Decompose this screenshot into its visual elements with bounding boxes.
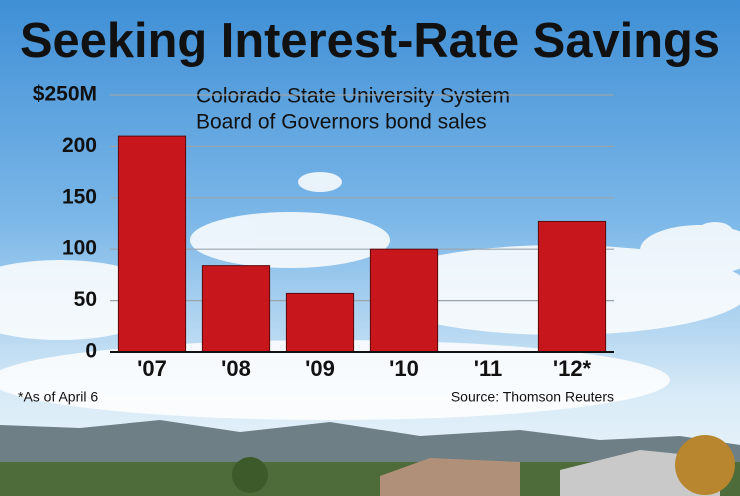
y-tick-label: 100 bbox=[62, 237, 97, 260]
bar bbox=[369, 248, 439, 353]
bar bbox=[201, 265, 271, 353]
subtitle: Board of Governors bond sales bbox=[196, 111, 487, 134]
clouds bbox=[0, 172, 740, 420]
y-tick-label: 0 bbox=[85, 340, 97, 363]
bar bbox=[285, 292, 355, 353]
bar bbox=[537, 220, 607, 353]
y-tick-label: 200 bbox=[62, 134, 97, 157]
tree bbox=[232, 457, 268, 493]
y-tick-label: 50 bbox=[74, 288, 97, 311]
x-tick-label: '09 bbox=[305, 356, 335, 381]
footnote: *As of April 6 bbox=[18, 389, 98, 405]
source: Source: Thomson Reuters bbox=[451, 389, 614, 405]
x-tick-label: '08 bbox=[221, 356, 251, 381]
subtitle: Colorado State University System bbox=[196, 85, 510, 108]
building bbox=[380, 458, 520, 496]
x-tick-label: '11 bbox=[474, 356, 503, 381]
y-tick-label: $250M bbox=[33, 83, 97, 106]
y-tick-label: 150 bbox=[62, 185, 97, 208]
x-tick-label: '10 bbox=[389, 356, 419, 381]
x-tick-label: '12* bbox=[553, 356, 592, 381]
x-tick-label: '07 bbox=[137, 356, 167, 381]
chart-title: Seeking Interest-Rate Savings bbox=[20, 14, 720, 68]
bar bbox=[117, 135, 187, 353]
tree bbox=[675, 435, 735, 495]
